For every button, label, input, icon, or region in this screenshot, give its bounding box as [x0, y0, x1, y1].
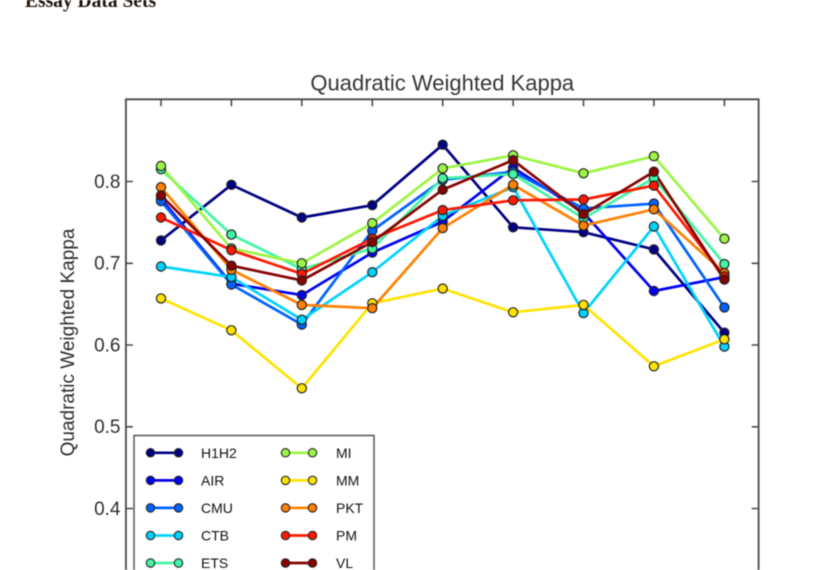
svg-text:0.7: 0.7 [94, 254, 120, 275]
svg-text:Essay Data Sets: Essay Data Sets [25, 0, 157, 12]
svg-text:PM: PM [336, 528, 357, 544]
svg-text:CTB: CTB [201, 528, 229, 544]
svg-text:MM: MM [336, 472, 359, 488]
svg-text:0.5: 0.5 [94, 417, 120, 438]
svg-text:AIR: AIR [201, 472, 224, 488]
svg-text:Quadratic Weighted Kappa: Quadratic Weighted Kappa [58, 228, 79, 456]
svg-text:0.6: 0.6 [94, 335, 120, 356]
svg-text:H1H2: H1H2 [201, 445, 237, 461]
svg-text:0.4: 0.4 [94, 499, 121, 520]
svg-text:0.8: 0.8 [94, 172, 120, 193]
svg-text:MI: MI [336, 445, 352, 461]
svg-text:CMU: CMU [201, 500, 233, 516]
svg-text:VL: VL [336, 555, 353, 570]
svg-text:ETS: ETS [201, 555, 228, 570]
svg-text:Quadratic Weighted Kappa: Quadratic Weighted Kappa [310, 71, 575, 96]
svg-text:PKT: PKT [336, 500, 364, 516]
